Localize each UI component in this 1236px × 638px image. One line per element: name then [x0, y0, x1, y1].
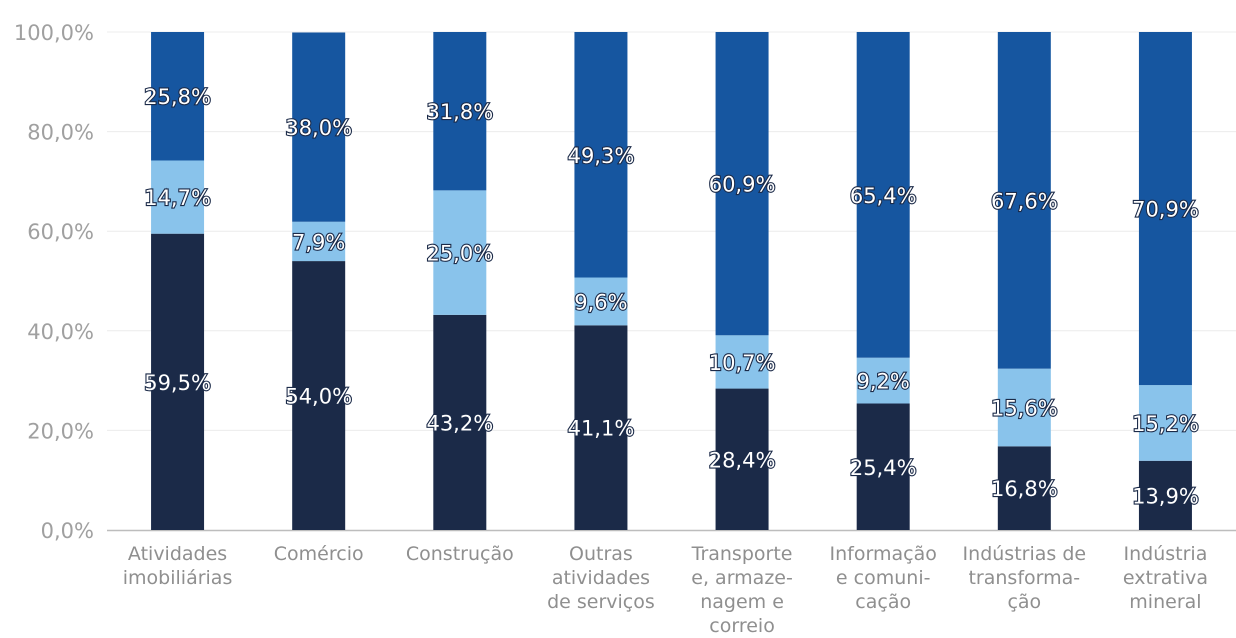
data-label: 38,0% [285, 116, 352, 140]
bar-segment [151, 160, 205, 234]
bar-segment [433, 190, 487, 315]
x-category-label: Transporte [691, 543, 793, 565]
y-tick-label: 40,0% [27, 320, 94, 344]
bar-segment [151, 233, 205, 530]
bar-segment [997, 32, 1051, 369]
data-label: 60,9% [709, 173, 776, 197]
y-tick-label: 0,0% [41, 519, 94, 543]
y-tick-label: 20,0% [27, 419, 94, 443]
data-label: 16,8% [991, 477, 1058, 501]
data-label: 9,6% [574, 290, 627, 314]
x-category-label: Informação [830, 543, 937, 565]
data-label: 15,6% [991, 396, 1058, 420]
bar-segment [997, 446, 1051, 530]
bar-segment [292, 32, 346, 222]
bar-segment [856, 357, 910, 404]
data-label: 25,0% [426, 242, 493, 266]
x-category-label: cação [855, 591, 911, 613]
bar-segment [292, 221, 346, 262]
y-tick-label: 60,0% [27, 220, 94, 244]
bar-segment [1138, 32, 1192, 386]
x-category-label: de serviços [547, 591, 655, 613]
y-tick-label: 100,0% [14, 21, 94, 45]
data-label: 10,7% [709, 351, 776, 375]
data-label: 70,9% [1132, 198, 1199, 222]
data-label: 31,8% [426, 100, 493, 124]
bar-segment [574, 325, 628, 530]
x-category-label: Atividades [128, 543, 227, 565]
data-label: 14,7% [144, 186, 211, 210]
x-category-label: e, armaze- [691, 567, 793, 589]
data-label: 67,6% [991, 189, 1058, 213]
x-category-label: e comuni- [836, 567, 931, 589]
data-label: 9,2% [857, 370, 910, 394]
bar-segment [292, 261, 346, 530]
bar-segment [997, 368, 1051, 447]
bar-segment [433, 314, 487, 530]
data-label: 28,4% [709, 448, 776, 472]
data-label: 49,3% [568, 144, 635, 168]
bar-segment [1138, 460, 1192, 530]
bar-segment [856, 32, 910, 358]
data-label: 54,0% [285, 385, 352, 409]
bar-segment [715, 335, 769, 389]
bar-segment [1138, 385, 1192, 461]
x-category-label: ção [1007, 591, 1041, 613]
data-label: 59,5% [144, 371, 211, 395]
data-label: 25,8% [144, 85, 211, 109]
bar-segment [856, 403, 910, 530]
x-category-label: transforma- [968, 567, 1080, 589]
bar-segment [715, 388, 769, 530]
x-category-label: Outras [569, 543, 633, 565]
x-category-label: nagem e [700, 591, 784, 613]
bar-segment [574, 32, 628, 278]
data-label: 41,1% [568, 417, 635, 441]
bar-segment [574, 277, 628, 326]
bar-segment [433, 32, 487, 191]
x-category-label: Indústrias de [963, 543, 1087, 565]
data-label: 65,4% [850, 184, 917, 208]
x-category-label: Construção [406, 543, 514, 565]
x-category-label: extrativa [1123, 567, 1208, 589]
bar-segment [151, 32, 205, 161]
x-category-label: correio [709, 615, 775, 637]
x-category-label: Indústria [1124, 543, 1208, 565]
y-tick-label: 80,0% [27, 121, 94, 145]
x-category-label: Comércio [274, 543, 364, 565]
data-label: 15,2% [1132, 412, 1199, 436]
data-label: 7,9% [292, 230, 345, 254]
data-label: 13,9% [1132, 484, 1199, 508]
bar-segment [715, 32, 769, 336]
x-category-label: mineral [1129, 591, 1201, 613]
x-category-label: imobiliárias [123, 567, 233, 589]
x-category-label: atividades [552, 567, 650, 589]
data-label: 25,4% [850, 456, 917, 480]
data-label: 43,2% [426, 411, 493, 435]
